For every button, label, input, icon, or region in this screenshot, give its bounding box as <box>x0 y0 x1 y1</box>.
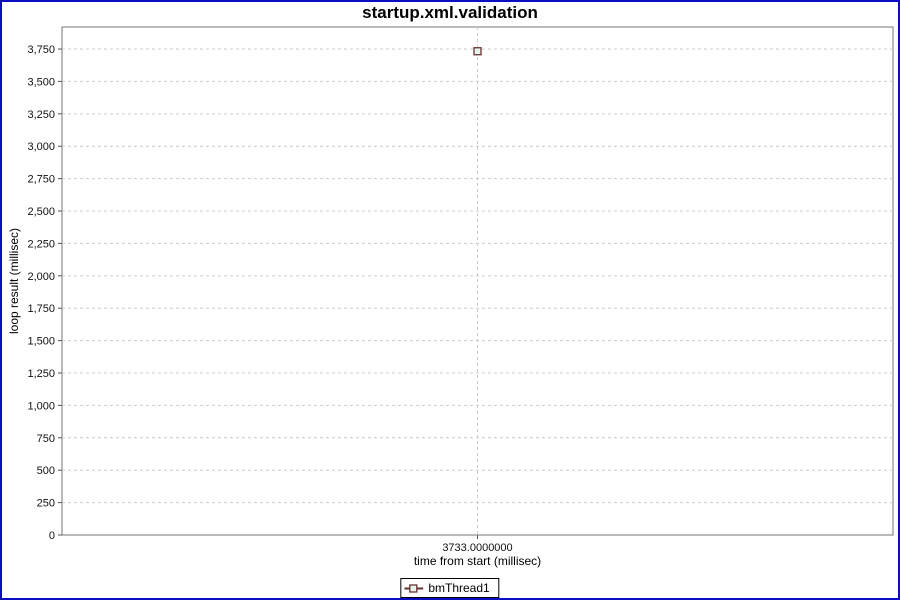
y-tick-label: 2,750 <box>27 174 55 186</box>
legend: bmThread1 <box>400 578 500 598</box>
y-tick-label: 0 <box>49 530 55 542</box>
x-tick-label: 3733.0000000 <box>442 542 512 554</box>
y-tick-label: 2,250 <box>27 238 55 250</box>
y-tick-label: 750 <box>37 433 55 445</box>
y-tick-label: 500 <box>37 465 55 477</box>
y-tick-label: 3,750 <box>27 44 55 56</box>
y-tick-label: 1,000 <box>27 400 55 412</box>
x-axis-title: time from start (millisec) <box>413 554 542 568</box>
legend-series-label: bmThread1 <box>428 581 490 595</box>
y-tick-label: 1,250 <box>27 368 55 380</box>
legend-series-marker-icon <box>404 583 424 593</box>
y-tick-label: 3,250 <box>27 109 55 121</box>
y-tick-label: 2,000 <box>27 271 55 283</box>
y-tick-label: 2,500 <box>27 206 55 218</box>
y-tick-label: 250 <box>37 498 55 510</box>
data-point-marker <box>473 47 482 56</box>
y-tick-label: 3,500 <box>27 76 55 88</box>
y-tick-label: 3,000 <box>27 141 55 153</box>
y-tick-label: 1,750 <box>27 303 55 315</box>
chart-title: startup.xml.validation <box>362 3 538 22</box>
y-tick-label: 1,500 <box>27 336 55 348</box>
